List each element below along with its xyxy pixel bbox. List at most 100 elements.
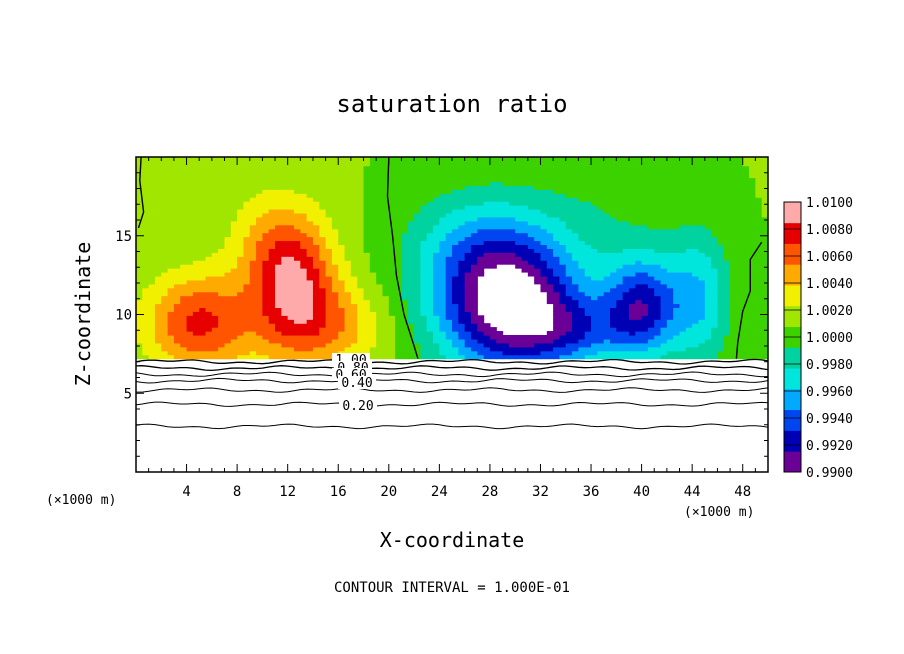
heatmap-cell [433, 331, 440, 336]
heatmap-cell [489, 189, 497, 194]
heatmap-cell [635, 193, 643, 198]
heatmap-cell [704, 197, 712, 202]
heatmap-cell [363, 279, 371, 285]
heatmap-cell [647, 252, 655, 257]
heatmap-cell [433, 307, 440, 312]
heatmap-cell [268, 346, 276, 352]
heatmap-cell [369, 346, 377, 352]
heatmap-cell [515, 256, 523, 261]
heatmap-cell [218, 295, 226, 301]
heatmap-cell [508, 334, 516, 340]
heatmap-cell [534, 279, 542, 285]
heatmap-cell [736, 157, 744, 163]
heatmap-cell [452, 228, 459, 234]
heatmap-cell [616, 177, 624, 183]
heatmap-cell [281, 311, 289, 316]
heatmap-cell [439, 334, 447, 340]
heatmap-cell [414, 271, 421, 277]
heatmap-cell [464, 260, 472, 265]
heatmap-cell [268, 279, 276, 285]
heatmap-cell [603, 350, 611, 356]
heatmap-cell [540, 169, 548, 175]
heatmap-cell [237, 216, 245, 222]
heatmap-cell [578, 216, 586, 222]
heatmap-cell [300, 283, 308, 289]
heatmap-cell [742, 169, 750, 175]
heatmap-cell [584, 331, 592, 336]
heatmap-cell [230, 157, 238, 163]
heatmap-cell [407, 205, 415, 210]
heatmap-cell [698, 244, 706, 249]
heatmap-cell [749, 212, 756, 218]
heatmap-cell [136, 161, 143, 167]
heatmap-cell [572, 279, 579, 285]
heatmap-cell [635, 173, 643, 179]
heatmap-cell [205, 181, 213, 186]
heatmap-cell [439, 220, 447, 226]
heatmap-cell [641, 295, 649, 301]
heatmap-cell [458, 181, 466, 186]
heatmap-cell [180, 331, 188, 336]
heatmap-cell [325, 264, 333, 269]
heatmap-cell [338, 189, 346, 194]
heatmap-cell [749, 307, 756, 312]
heatmap-cell [578, 181, 586, 186]
heatmap-cell [534, 208, 542, 214]
heatmap-cell [376, 346, 384, 352]
heatmap-cell [287, 232, 295, 238]
heatmap-cell [439, 275, 447, 281]
heatmap-cell [622, 197, 630, 202]
heatmap-cell [294, 334, 301, 340]
heatmap-cell [616, 220, 624, 226]
heatmap-cell [300, 161, 308, 167]
heatmap-cell [249, 327, 257, 332]
heatmap-cell [742, 201, 750, 206]
heatmap-cell [433, 319, 440, 324]
heatmap-cell [622, 208, 630, 214]
heatmap-cell [540, 244, 548, 249]
heatmap-cell [736, 197, 744, 202]
heatmap-cell [243, 201, 251, 206]
heatmap-cell [622, 205, 630, 210]
heatmap-cell [154, 252, 162, 257]
heatmap-cell [534, 205, 542, 210]
heatmap-cell [306, 256, 314, 261]
heatmap-cell [515, 197, 523, 202]
heatmap-cell [275, 307, 282, 312]
heatmap-cell [717, 236, 725, 242]
heatmap-cell [338, 268, 346, 273]
heatmap-cell [148, 161, 156, 167]
heatmap-cell [357, 315, 365, 320]
heatmap-cell [388, 271, 396, 277]
heatmap-cell [616, 212, 624, 218]
heatmap-cell [420, 212, 428, 218]
heatmap-cell [647, 157, 655, 163]
heatmap-cell [692, 228, 700, 234]
heatmap-cell [496, 197, 504, 202]
heatmap-cell [673, 240, 681, 246]
heatmap-cell [736, 205, 744, 210]
heatmap-cell [610, 165, 617, 171]
heatmap-cell [325, 303, 333, 309]
heatmap-cell [508, 338, 516, 344]
heatmap-cell [445, 252, 453, 257]
heatmap-cell [420, 354, 428, 360]
heatmap-cell [256, 224, 263, 230]
heatmap-cell [256, 256, 263, 261]
heatmap-cell [742, 173, 750, 179]
heatmap-cell [224, 189, 232, 194]
heatmap-cell [717, 201, 725, 206]
heatmap-cell [344, 307, 352, 312]
heatmap-cell [666, 256, 674, 261]
heatmap-cell [489, 346, 497, 352]
heatmap-cell [401, 334, 409, 340]
heatmap-cell [565, 224, 573, 230]
heatmap-cell [376, 260, 384, 265]
heatmap-cell [180, 319, 188, 324]
heatmap-cell [136, 193, 143, 198]
heatmap-cell [426, 311, 434, 316]
heatmap-cell [673, 205, 681, 210]
heatmap-cell [180, 173, 188, 179]
heatmap-cell [230, 331, 238, 336]
heatmap-cell [761, 283, 768, 289]
